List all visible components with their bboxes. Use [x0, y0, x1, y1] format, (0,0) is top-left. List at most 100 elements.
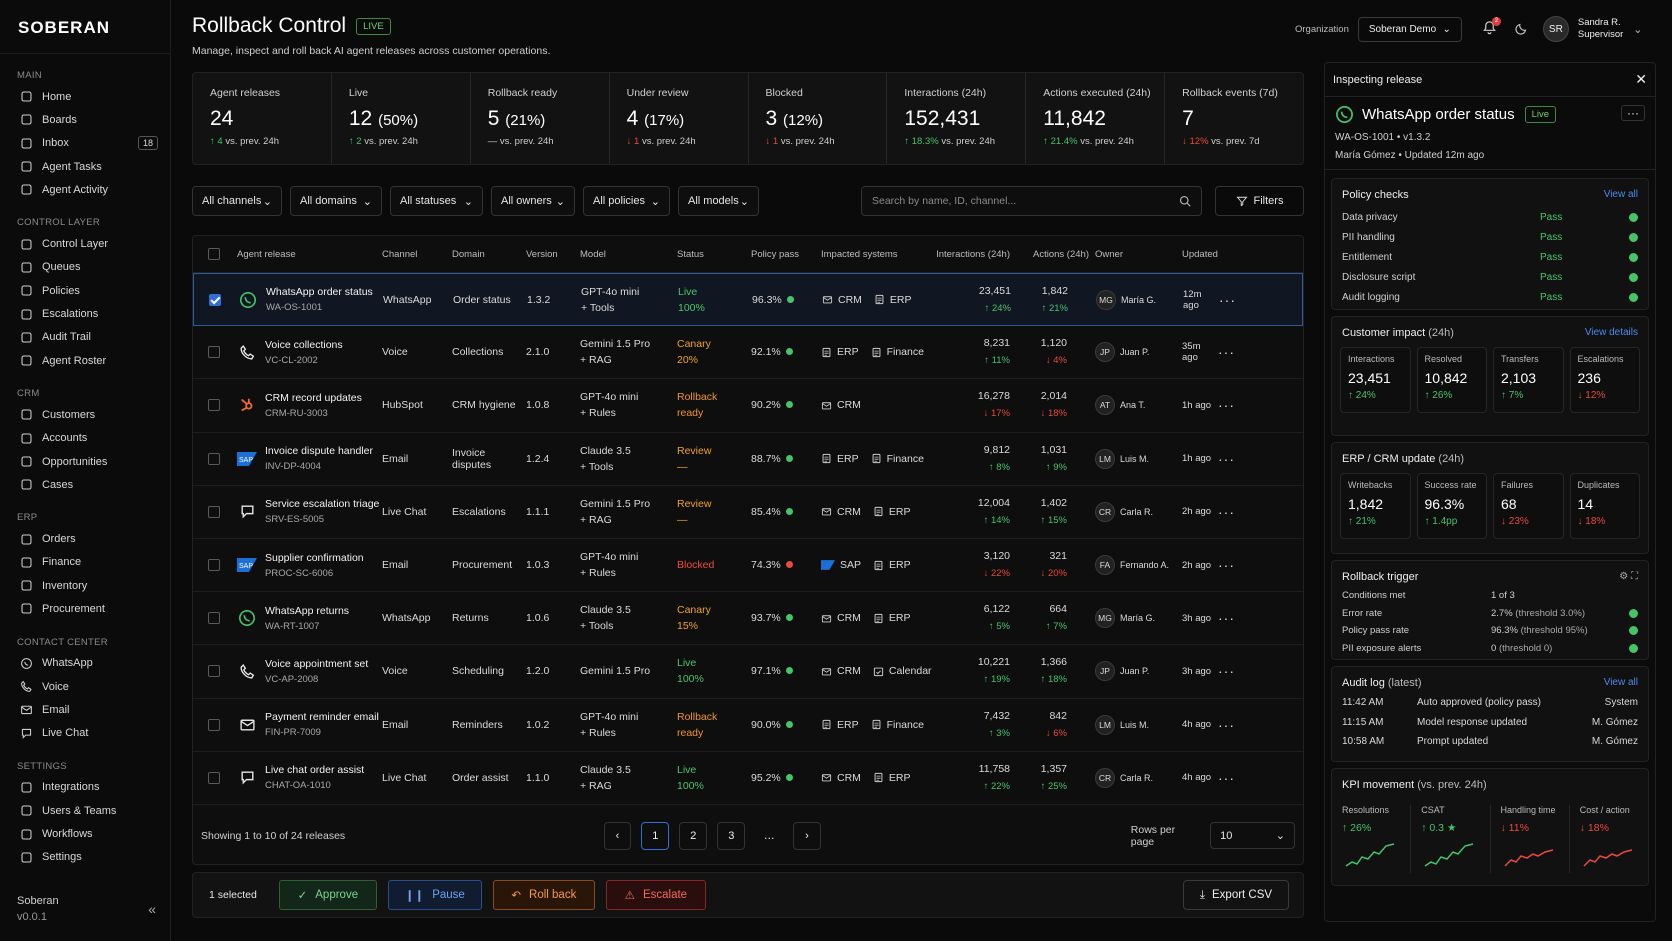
table-row[interactable]: Service escalation triage SRV-ES-5005 Liv… — [193, 486, 1303, 539]
view-all-link[interactable]: View all — [1603, 189, 1638, 200]
release-name[interactable]: WhatsApp returns — [265, 604, 350, 617]
filter-all-statuses[interactable]: All statuses ⌄ — [390, 186, 483, 216]
row-checkbox[interactable] — [209, 293, 221, 306]
column-header-owner[interactable]: Owner — [1095, 248, 1123, 260]
select-all-checkbox[interactable] — [208, 248, 220, 260]
row-more-icon[interactable]: ··· — [1218, 557, 1235, 574]
release-name[interactable]: Invoice dispute handler — [265, 445, 373, 458]
next-page-button[interactable]: › — [793, 821, 821, 850]
row-more-icon[interactable]: ··· — [1218, 344, 1235, 361]
row-more-icon[interactable]: ··· — [1218, 716, 1235, 733]
kpi-card[interactable]: Rollback ready 5 (21%) — vs. prev. 24h — [471, 73, 610, 164]
sidebar-item-escalations[interactable]: Escalations — [0, 302, 170, 325]
row-checkbox[interactable] — [208, 346, 220, 359]
release-name[interactable]: CRM record updates — [265, 391, 362, 404]
page-button-3[interactable]: 3 — [717, 821, 746, 850]
more-icon[interactable]: ··· — [1621, 105, 1645, 121]
page-button-2[interactable]: 2 — [679, 821, 708, 850]
approve-button[interactable]: ✓ Approve — [278, 880, 377, 910]
kpi-card[interactable]: Under review 4 (17%) ↓ 1 vs. prev. 24h — [610, 73, 749, 164]
sidebar-item-workflows[interactable]: Workflows — [0, 822, 170, 845]
table-row[interactable]: WhatsApp order status WA-OS-1001 WhatsApp… — [193, 273, 1303, 327]
sidebar-item-agent-roster[interactable]: Agent Roster — [0, 349, 170, 372]
filter-all-owners[interactable]: All owners ⌄ — [491, 186, 575, 216]
rollback-button[interactable]: ↶ Roll back — [492, 880, 595, 910]
release-name[interactable]: Live chat order assist — [265, 764, 365, 777]
kpi-card[interactable]: Agent releases 24 ↑ 4 vs. prev. 24h — [193, 73, 332, 164]
filters-button[interactable]: Filters — [1215, 186, 1304, 216]
row-more-icon[interactable]: ··· — [1218, 769, 1235, 786]
sidebar-item-home[interactable]: Home — [0, 85, 170, 108]
sidebar-item-inbox[interactable]: Inbox 18 — [0, 132, 170, 155]
sidebar-item-cases[interactable]: Cases — [0, 473, 170, 496]
filter-all-models[interactable]: All models ⌄ — [678, 186, 759, 216]
search-input[interactable]: Search by name, ID, channel... — [861, 186, 1202, 216]
kpi-card[interactable]: Actions executed (24h) 11,842 ↑ 21.4% vs.… — [1026, 73, 1166, 164]
export-csv-button[interactable]: ⤓ Export CSV — [1183, 880, 1289, 910]
sidebar-item-customers[interactable]: Customers — [0, 403, 170, 426]
sidebar-item-inventory[interactable]: Inventory — [0, 574, 170, 597]
sidebar-item-users-teams[interactable]: Users & Teams — [0, 799, 170, 822]
sidebar-item-orders[interactable]: Orders — [0, 527, 170, 550]
page-button-1[interactable]: 1 — [641, 821, 670, 850]
release-name[interactable]: Voice appointment set — [265, 657, 369, 670]
column-header-channel[interactable]: Channel — [382, 248, 418, 260]
escalate-button[interactable]: ⚠ Escalate — [605, 880, 706, 910]
row-more-icon[interactable]: ··· — [1218, 610, 1235, 627]
release-name[interactable]: Service escalation triage — [265, 498, 380, 511]
table-row[interactable]: SAP Invoice dispute handler INV-DP-4004 Em… — [193, 433, 1303, 486]
column-header-impacted-systems[interactable]: Impacted systems — [821, 248, 898, 260]
row-checkbox[interactable] — [208, 771, 220, 784]
table-row[interactable]: Voice collections VC-CL-2002 Voice Collec… — [193, 326, 1303, 380]
column-header-domain[interactable]: Domain — [452, 248, 485, 260]
notifications-button[interactable]: 2 — [1482, 17, 1501, 38]
filter-all-domains[interactable]: All domains ⌄ — [290, 186, 382, 216]
column-header-model[interactable]: Model — [580, 248, 606, 260]
table-row[interactable]: Live chat order assist CHAT-OA-1010 Live … — [193, 752, 1303, 805]
column-header-version[interactable]: Version — [526, 248, 558, 260]
prev-page-button[interactable]: ‹ — [603, 821, 632, 850]
row-checkbox[interactable] — [208, 505, 220, 518]
table-row[interactable]: SAP Supplier confirmation PROC-SC-6006 Ema… — [193, 539, 1303, 593]
sidebar-item-opportunities[interactable]: Opportunities — [0, 450, 170, 473]
table-row[interactable]: Payment reminder email FIN-PR-7009 Email … — [193, 699, 1303, 752]
page-button-4[interactable]: … — [763, 829, 775, 842]
sidebar-item-live-chat[interactable]: Live Chat — [0, 722, 170, 745]
filter-all-policies[interactable]: All policies ⌄ — [583, 186, 670, 216]
column-header-status[interactable]: Status — [677, 248, 704, 260]
row-checkbox[interactable] — [208, 665, 220, 678]
kpi-card[interactable]: Live 12 (50%) ↑ 2 vs. prev. 24h — [332, 73, 471, 164]
close-icon[interactable]: ✕ — [1635, 71, 1647, 87]
sidebar-item-policies[interactable]: Policies — [0, 279, 170, 302]
avatar[interactable]: SR — [1542, 16, 1569, 42]
column-header-policy-pass[interactable]: Policy pass — [751, 248, 800, 260]
row-checkbox[interactable] — [208, 718, 220, 731]
audit-view-all-link[interactable]: View all — [1603, 677, 1638, 688]
row-more-icon[interactable]: ··· — [1219, 291, 1236, 308]
sidebar-item-integrations[interactable]: Integrations — [0, 776, 170, 799]
sidebar-item-agent-activity[interactable]: Agent Activity — [0, 178, 170, 201]
sidebar-item-finance[interactable]: Finance — [0, 551, 170, 574]
org-select[interactable]: Soberan Demo ⌄ — [1357, 16, 1462, 42]
kpi-card[interactable]: Blocked 3 (12%) ↓ 1 vs. prev. 24h — [749, 73, 888, 164]
user-info[interactable]: Sandra R. Supervisor — [1578, 17, 1623, 41]
filter-all-channels[interactable]: All channels ⌄ — [192, 186, 282, 216]
row-checkbox[interactable] — [208, 399, 220, 412]
collapse-sidebar-icon[interactable]: « — [148, 901, 156, 917]
chevron-down-icon[interactable]: ⌄ — [1633, 23, 1643, 36]
table-row[interactable]: Voice appointment set VC-AP-2008 Voice Sc… — [193, 645, 1303, 699]
row-checkbox[interactable] — [208, 452, 220, 465]
release-name[interactable]: Supplier confirmation — [265, 551, 364, 564]
sidebar-item-boards[interactable]: Boards — [0, 108, 170, 131]
sidebar-item-email[interactable]: Email — [0, 698, 170, 721]
column-header-actions-24h[interactable]: Actions (24h) — [1033, 248, 1089, 260]
release-name[interactable]: Voice collections — [265, 338, 343, 351]
sidebar-item-settings[interactable]: Settings — [0, 846, 170, 869]
sidebar-item-agent-tasks[interactable]: Agent Tasks — [0, 155, 170, 178]
kpi-card[interactable]: Interactions (24h) 152,431 ↑ 18.3% vs. pr… — [887, 73, 1027, 164]
sidebar-item-control-layer[interactable]: Control Layer — [0, 232, 170, 255]
view-details-link[interactable]: View details — [1584, 327, 1638, 338]
settings-icon[interactable]: ⚙ ⛶ — [1619, 571, 1638, 582]
row-checkbox[interactable] — [208, 612, 220, 625]
column-header-interactions-24h[interactable]: Interactions (24h) — [936, 248, 1010, 260]
